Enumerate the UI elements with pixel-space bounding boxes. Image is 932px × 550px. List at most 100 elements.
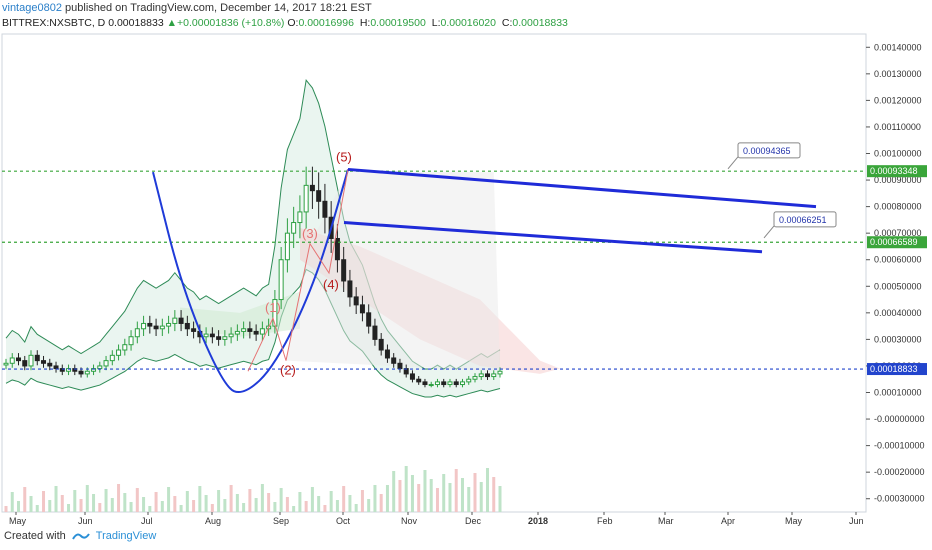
candle: [309, 184, 315, 192]
candle: [16, 357, 22, 362]
candle: [78, 370, 84, 375]
candle: [434, 381, 440, 386]
volume-bar: [485, 468, 489, 512]
volume-bar: [135, 488, 139, 512]
wave-label: (5): [336, 149, 352, 164]
volume-bar: [204, 495, 208, 512]
candle: [453, 381, 459, 386]
y-tick-label: -0.00000000: [874, 414, 925, 424]
candle: [34, 354, 40, 362]
low-label: L:: [431, 17, 441, 29]
tradingview-brand[interactable]: TradingView: [95, 530, 157, 542]
candle: [409, 373, 415, 380]
volume-bar: [242, 503, 246, 512]
y-tick-label: 0.00010000: [874, 388, 922, 398]
volume-bar: [104, 489, 108, 512]
volume-bar: [217, 490, 221, 512]
volume-bar: [310, 487, 314, 512]
x-tick-label: Sep: [273, 516, 289, 526]
volume-bar: [360, 490, 364, 512]
wave-label: (3): [302, 226, 318, 241]
target-line-upper: [347, 167, 817, 209]
candle: [366, 312, 372, 327]
y-tick-label: -0.00020000: [874, 467, 925, 477]
volume-bar: [442, 474, 446, 512]
candle: [428, 384, 434, 387]
x-tick-label: Oct: [336, 516, 351, 526]
volume-bar: [348, 495, 352, 512]
candle: [103, 360, 109, 367]
candle: [466, 378, 472, 383]
cup-curve: [152, 169, 349, 394]
callout-upper-pointer: [727, 156, 739, 170]
publish-info: vintage0802 published on TradingView.com…: [2, 2, 372, 14]
projection-path: [247, 169, 349, 372]
volume-bar: [460, 478, 464, 512]
volume-bar: [410, 475, 414, 512]
y-tick-label: 0.00100000: [874, 149, 922, 159]
volume-bar: [373, 485, 377, 512]
volume-bar: [60, 495, 64, 512]
footer: Created with TradingView: [4, 530, 156, 542]
volume-bar: [92, 494, 96, 512]
candle: [28, 354, 34, 367]
current-price-label: 0.00018833: [870, 364, 918, 374]
candle: [441, 381, 447, 386]
author-link[interactable]: vintage0802: [2, 2, 62, 14]
volume-bar: [35, 505, 39, 512]
y-tick-label: 0.00070000: [874, 228, 922, 238]
volume-bar: [98, 503, 102, 512]
volume-bar: [454, 469, 458, 512]
candle: [184, 322, 190, 330]
volume-bar: [179, 505, 183, 512]
callout-lower-text: 0.00066251: [779, 215, 827, 225]
candle: [378, 338, 384, 351]
candle: [141, 322, 147, 330]
volume-bar: [48, 500, 52, 512]
candle: [416, 378, 422, 383]
volume-bar: [79, 499, 83, 512]
candle: [284, 232, 290, 261]
volume-bar: [285, 497, 289, 512]
y-tick-label: 0.00120000: [874, 95, 922, 105]
candle: [347, 280, 353, 298]
bollinger-lower: [5, 268, 501, 398]
candle: [391, 357, 397, 364]
tradingview-logo-icon: [71, 533, 90, 540]
volume-bar: [498, 486, 502, 512]
symbol-name: BITTREX:NXSBTC, D: [2, 17, 106, 29]
x-tick-label: May: [9, 516, 27, 526]
candle: [253, 330, 259, 335]
candle: [478, 373, 484, 378]
volume-bar: [148, 506, 152, 512]
candle: [316, 190, 322, 202]
target-line-lower: [343, 221, 763, 254]
candle: [172, 317, 178, 324]
price-chart[interactable]: 0.00140000 0.00130000 0.00120000 0.00110000…: [0, 0, 932, 530]
candle: [247, 328, 253, 332]
volume-bar: [4, 506, 8, 512]
y-tick-label: -0.00010000: [874, 441, 925, 451]
candle: [353, 296, 359, 306]
candle: [22, 360, 28, 367]
y-tick-label: 0.00110000: [874, 122, 921, 132]
candle: [303, 184, 309, 213]
volume-bar: [229, 485, 233, 512]
x-tick-label: May: [785, 516, 803, 526]
open-label: O:: [287, 17, 299, 29]
candle: [166, 322, 172, 327]
candle: [216, 336, 222, 340]
candle: [341, 259, 347, 282]
volume-bar: [354, 504, 358, 512]
resistance-upper-label: 0.00093348: [870, 166, 918, 176]
candle: [241, 328, 247, 332]
candle: [359, 304, 365, 314]
candle: [384, 349, 390, 359]
volume-bar: [73, 490, 77, 512]
volume-bar: [317, 496, 321, 512]
wave-label: (4): [323, 277, 339, 292]
y-tick-label: 0.00140000: [874, 42, 922, 52]
candle: [53, 365, 59, 370]
volume-bar: [185, 491, 189, 512]
y-tick-label: 0.00040000: [874, 308, 922, 318]
